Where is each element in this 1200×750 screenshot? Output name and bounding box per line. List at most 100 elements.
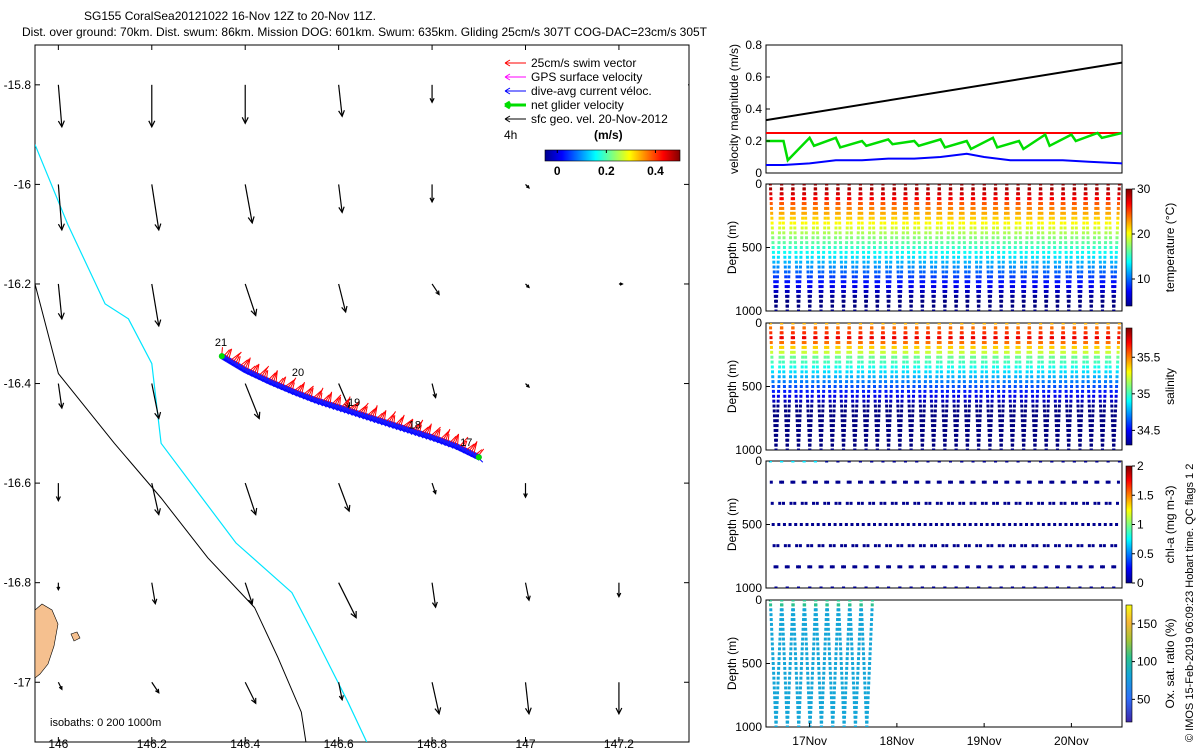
profile-point bbox=[779, 341, 783, 345]
profile-point bbox=[839, 652, 843, 656]
profile-point bbox=[910, 428, 914, 432]
profile-point bbox=[807, 701, 811, 705]
profile-point bbox=[919, 565, 923, 569]
swim-vector bbox=[268, 372, 276, 380]
profile-point bbox=[862, 662, 866, 665]
arrow-head bbox=[526, 284, 530, 289]
profile-point bbox=[933, 544, 937, 548]
arrow-head bbox=[350, 610, 357, 619]
profile-point bbox=[949, 323, 953, 325]
profile-point bbox=[1008, 404, 1012, 408]
swim-vector bbox=[353, 402, 359, 411]
swim-vector bbox=[304, 385, 314, 395]
profile-point bbox=[836, 461, 840, 463]
profile-point bbox=[882, 197, 886, 201]
profile-point bbox=[862, 260, 866, 264]
profile-point bbox=[861, 231, 865, 235]
profile-point bbox=[1018, 375, 1022, 379]
profile-point bbox=[911, 399, 915, 403]
profile-point bbox=[857, 216, 861, 220]
legend-arrowhead bbox=[504, 100, 511, 110]
profile-point bbox=[1034, 565, 1038, 569]
profile-point bbox=[1003, 226, 1007, 230]
profile-point bbox=[783, 265, 787, 269]
profile-point bbox=[1020, 275, 1024, 279]
profile-point bbox=[967, 280, 971, 284]
dac-vector bbox=[437, 440, 443, 445]
profile-point bbox=[1085, 221, 1089, 225]
profile-point bbox=[1040, 360, 1044, 364]
profile-point bbox=[792, 627, 796, 631]
profile-point bbox=[911, 394, 915, 398]
profile-point bbox=[795, 270, 799, 274]
profile-point bbox=[978, 428, 982, 432]
profile-point bbox=[777, 250, 781, 254]
profile-point bbox=[968, 260, 972, 264]
profile-point bbox=[769, 603, 773, 607]
profile-point bbox=[952, 389, 956, 393]
profile-point bbox=[837, 355, 841, 359]
profile-point bbox=[1037, 360, 1041, 364]
profile-point bbox=[966, 424, 970, 428]
profile-point bbox=[1117, 187, 1121, 191]
profile-point bbox=[775, 701, 779, 705]
arrow-shaft bbox=[431, 682, 440, 714]
profile-point bbox=[1011, 428, 1015, 432]
profile-point bbox=[868, 647, 872, 651]
profile-point bbox=[859, 326, 863, 330]
profile-point bbox=[834, 216, 838, 220]
profile-point bbox=[800, 226, 804, 230]
profile-point bbox=[777, 662, 781, 665]
profile-point bbox=[898, 304, 902, 308]
profile-point bbox=[802, 326, 806, 330]
profile-point bbox=[776, 255, 780, 259]
profile-point bbox=[811, 370, 815, 374]
arrow-head bbox=[154, 508, 161, 516]
profile-point bbox=[788, 385, 792, 388]
profile-point bbox=[904, 480, 908, 484]
profile-point bbox=[796, 289, 800, 293]
profile-point bbox=[923, 241, 927, 245]
profile-point bbox=[991, 389, 995, 393]
profile-point bbox=[798, 705, 802, 709]
arrow-shaft bbox=[57, 283, 63, 320]
profile-point bbox=[1109, 250, 1113, 254]
map-ytick-label: -17 bbox=[14, 675, 32, 689]
profile-point bbox=[829, 285, 833, 289]
profile-point bbox=[958, 370, 962, 374]
profile-point bbox=[785, 586, 789, 588]
profile-point bbox=[777, 241, 781, 245]
profile-point bbox=[986, 265, 990, 269]
profile-point bbox=[1089, 309, 1093, 311]
profile-point bbox=[1003, 231, 1007, 235]
profile-point bbox=[792, 211, 796, 215]
profile-point bbox=[891, 480, 895, 484]
profile-point bbox=[839, 666, 843, 670]
profile-point bbox=[1042, 394, 1046, 398]
profile-point bbox=[864, 448, 868, 450]
profile-point bbox=[894, 216, 898, 220]
profile-point bbox=[872, 236, 876, 240]
profile-point bbox=[1001, 275, 1005, 279]
profile-point bbox=[1095, 323, 1099, 325]
profile-point bbox=[831, 424, 835, 428]
profile-point bbox=[945, 265, 949, 269]
profile-point bbox=[927, 345, 931, 349]
profile-point bbox=[1087, 394, 1091, 398]
profile-point bbox=[895, 246, 899, 249]
profile-point bbox=[775, 280, 779, 284]
profile-point bbox=[826, 341, 830, 345]
profile-point bbox=[889, 250, 893, 254]
profile-point bbox=[814, 613, 818, 617]
profile-point bbox=[859, 480, 863, 484]
profile-point bbox=[795, 285, 799, 289]
profile-point bbox=[789, 637, 793, 641]
profile-point bbox=[1069, 265, 1073, 269]
profile-point bbox=[841, 299, 845, 303]
profile-point bbox=[787, 419, 791, 423]
profile-point bbox=[812, 642, 816, 646]
profile-point bbox=[1003, 360, 1007, 364]
profile-point bbox=[862, 265, 866, 269]
profile-point bbox=[1001, 409, 1005, 413]
profile-point bbox=[921, 428, 925, 432]
